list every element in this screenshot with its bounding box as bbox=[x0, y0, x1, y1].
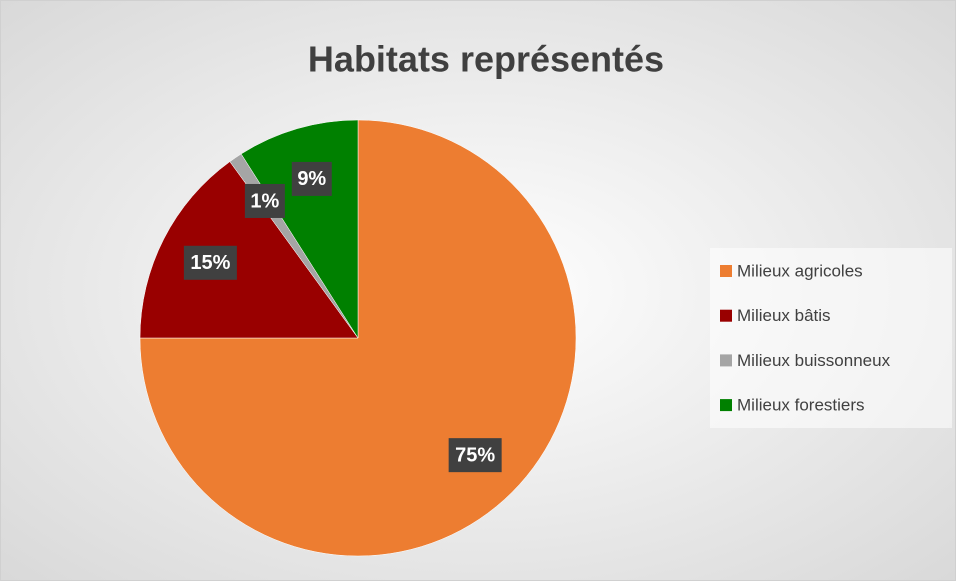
legend-swatch bbox=[720, 265, 732, 277]
legend-label: Milieux forestiers bbox=[737, 396, 865, 415]
data-label: 9% bbox=[297, 168, 326, 190]
data-label: 75% bbox=[455, 444, 495, 466]
data-label-box bbox=[448, 438, 502, 473]
legend-swatch bbox=[720, 309, 732, 322]
legend-swatch bbox=[720, 399, 732, 412]
legend-label: Milieux bâtis bbox=[737, 306, 831, 325]
legend-box bbox=[710, 248, 952, 428]
legend-label: Milieux agricoles bbox=[737, 261, 863, 280]
legend-label: Milieux buissonneux bbox=[737, 351, 891, 370]
pie-slice bbox=[139, 161, 359, 339]
data-label-box bbox=[291, 161, 332, 196]
data-label: 15% bbox=[190, 252, 230, 274]
data-label: 1% bbox=[250, 190, 279, 212]
chart-title: Habitats représentés bbox=[308, 39, 664, 80]
data-label-box bbox=[244, 183, 285, 218]
legend-swatch bbox=[720, 354, 732, 367]
data-label-box bbox=[183, 245, 237, 280]
